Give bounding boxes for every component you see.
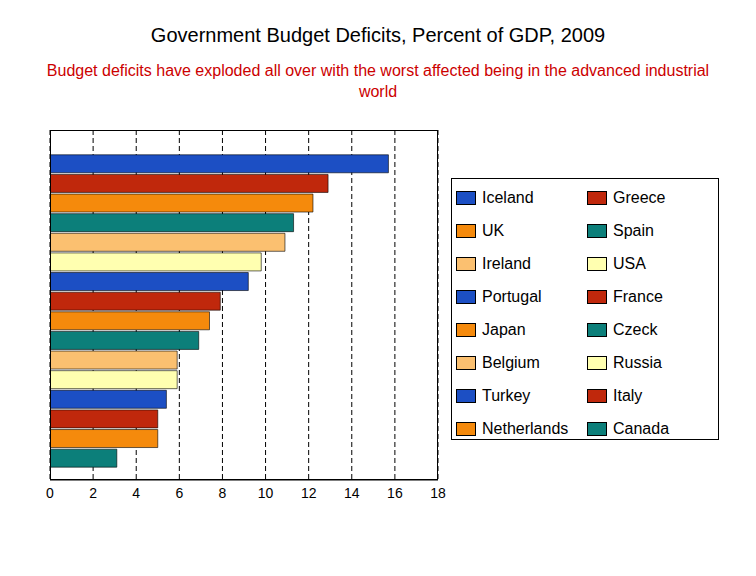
svg-text:8: 8 <box>219 485 227 501</box>
html-text:Greece: Greece <box>613 188 666 206</box>
html-text:USA: USA <box>613 254 646 272</box>
svg-text:0: 0 <box>46 485 54 501</box>
svg-text:18: 18 <box>430 485 446 501</box>
html-text:Portugal: Portugal <box>482 287 542 305</box>
svg-text:6: 6 <box>175 485 183 501</box>
html-text:Budget deficits have exploded: Budget deficits have exploded all over w… <box>46 62 710 100</box>
html-text:Italy: Italy <box>613 386 643 404</box>
svg-text:4: 4 <box>132 485 140 501</box>
html-text:Canada: Canada <box>613 419 669 437</box>
svg-text:2: 2 <box>89 485 97 501</box>
svg-text:16: 16 <box>387 485 403 501</box>
html-text:Iceland: Iceland <box>482 188 534 206</box>
html-text:Czeck: Czeck <box>613 320 658 338</box>
html-text:Ireland: Ireland <box>482 254 531 272</box>
svg-text:12: 12 <box>301 485 317 501</box>
html-text:Government Budget Deficits, Pe: Government Budget Deficits, Percent of G… <box>150 24 606 46</box>
html-text:Spain: Spain <box>613 221 654 239</box>
html-text:Belgium: Belgium <box>482 353 540 371</box>
html-text:France: France <box>613 287 663 305</box>
svg-text:10: 10 <box>258 485 274 501</box>
html-text:Turkey: Turkey <box>482 386 531 404</box>
html-text:Japan: Japan <box>482 320 526 338</box>
html-text:Netherlands: Netherlands <box>482 419 569 437</box>
html-text:Russia: Russia <box>613 353 662 371</box>
html-text:UK: UK <box>482 221 505 239</box>
svg-text:14: 14 <box>344 485 360 501</box>
